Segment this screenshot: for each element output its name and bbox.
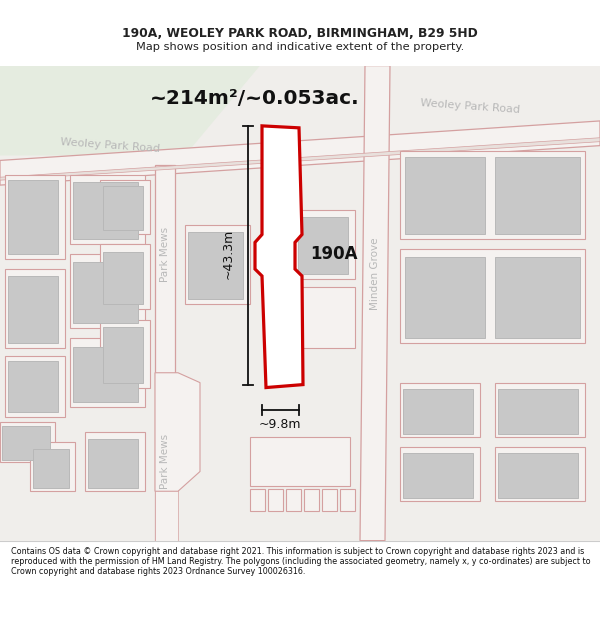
Bar xyxy=(400,151,585,239)
Bar xyxy=(188,231,243,299)
Text: Weoley Park Road: Weoley Park Road xyxy=(420,98,520,114)
Text: ~43.3m: ~43.3m xyxy=(221,229,235,279)
Bar xyxy=(400,382,480,437)
Bar xyxy=(495,382,585,437)
Bar xyxy=(88,439,138,488)
Bar xyxy=(103,328,143,382)
Bar xyxy=(403,452,473,498)
Bar xyxy=(185,224,250,304)
Bar xyxy=(304,489,319,511)
Bar xyxy=(286,489,301,511)
Bar xyxy=(70,254,145,328)
Bar xyxy=(295,210,355,279)
Text: Minden Grove: Minden Grove xyxy=(370,238,380,310)
Bar xyxy=(100,321,150,388)
Bar xyxy=(70,338,145,408)
Bar xyxy=(495,258,580,338)
Polygon shape xyxy=(0,138,600,180)
Polygon shape xyxy=(0,121,600,185)
Bar xyxy=(340,489,355,511)
Text: Park Mews: Park Mews xyxy=(160,434,170,489)
Bar xyxy=(85,432,145,491)
Text: ~9.8m: ~9.8m xyxy=(259,418,301,431)
Polygon shape xyxy=(0,66,260,156)
Bar xyxy=(5,269,65,348)
Polygon shape xyxy=(155,166,175,541)
Bar xyxy=(400,249,585,343)
Bar xyxy=(100,244,150,309)
Bar xyxy=(8,361,58,413)
Bar xyxy=(405,158,485,234)
Bar xyxy=(250,437,350,486)
Bar xyxy=(5,175,65,259)
Bar xyxy=(30,442,75,491)
Bar xyxy=(100,180,150,234)
Bar xyxy=(495,158,580,234)
Bar xyxy=(73,182,138,239)
Bar xyxy=(250,489,265,511)
Bar xyxy=(322,489,337,511)
Bar xyxy=(73,262,138,323)
Polygon shape xyxy=(155,372,200,491)
Bar xyxy=(73,347,138,403)
Bar xyxy=(295,287,355,348)
Polygon shape xyxy=(155,372,178,541)
Text: 190A: 190A xyxy=(310,245,358,263)
Text: ~214m²/~0.053ac.: ~214m²/~0.053ac. xyxy=(150,89,360,107)
Text: Contains OS data © Crown copyright and database right 2021. This information is : Contains OS data © Crown copyright and d… xyxy=(11,546,590,576)
Text: Park Mews: Park Mews xyxy=(160,227,170,282)
Text: Map shows position and indicative extent of the property.: Map shows position and indicative extent… xyxy=(136,42,464,52)
Bar xyxy=(403,389,473,434)
Bar xyxy=(298,217,348,274)
Bar xyxy=(5,356,65,417)
Bar xyxy=(103,253,143,304)
Bar xyxy=(498,452,578,498)
Polygon shape xyxy=(360,66,390,541)
Bar xyxy=(2,426,50,459)
Bar xyxy=(400,447,480,501)
Bar xyxy=(103,186,143,229)
Bar xyxy=(33,449,69,488)
Bar xyxy=(405,258,485,338)
Text: 190A, WEOLEY PARK ROAD, BIRMINGHAM, B29 5HD: 190A, WEOLEY PARK ROAD, BIRMINGHAM, B29 … xyxy=(122,27,478,40)
Bar xyxy=(268,489,283,511)
Bar xyxy=(0,422,55,462)
Bar xyxy=(495,447,585,501)
Bar xyxy=(70,175,145,244)
Polygon shape xyxy=(255,126,303,388)
Text: Weoley Park Road: Weoley Park Road xyxy=(60,137,160,154)
Bar xyxy=(8,180,58,254)
Bar xyxy=(498,389,578,434)
Bar xyxy=(8,276,58,343)
